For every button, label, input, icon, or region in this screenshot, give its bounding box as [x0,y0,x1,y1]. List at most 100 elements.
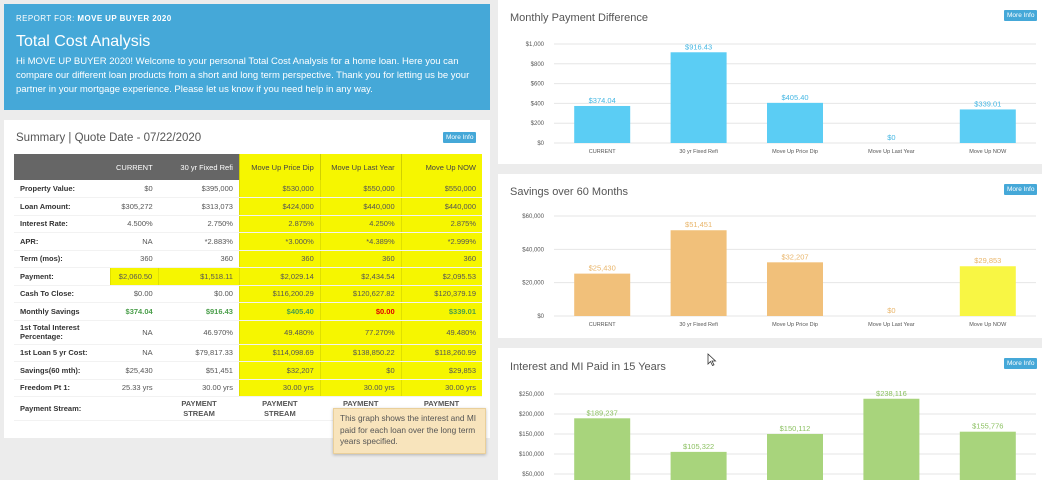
chart-more-info-button[interactable]: More Info [1004,10,1038,21]
summary-table: CURRENT 30 yr Fixed Refi Move Up Price D… [14,154,482,421]
table-cell: $374.04 [110,302,159,321]
y-tick-label: $600 [531,82,545,88]
table-cell: $916.43 [158,302,240,321]
table-cell: $339.01 [400,302,482,321]
x-tick-label: 30 yr Fixed Refi [679,149,718,155]
table-cell: 30.00 yrs [319,379,402,397]
report-for: REPORT FOR: MOVE UP BUYER 2020 [16,14,478,23]
bar [670,451,727,480]
bar [767,433,823,480]
table-cell: $0.00 [110,285,159,303]
blank-header [14,154,110,180]
data-label: $916.43 [685,42,712,51]
data-label: $339.01 [974,99,1001,108]
table-cell: 46.970% [158,320,240,345]
x-tick-label: Move Up NOW [969,322,1007,328]
bar [767,262,823,316]
table-cell: $440,000 [319,197,402,216]
row-label: Property Value: [14,180,110,198]
table-cell: $2,434.54 [319,267,402,286]
chart-more-info-button[interactable]: More Info [1004,184,1038,195]
x-tick-label: Move Up Price Dip [772,322,818,328]
table-row: APR: NA *2.883% *3.000% *4.389% *2.999% [14,232,482,251]
table-row: 1st Loan 5 yr Cost: NA $79,817.33 $114,098.… [14,344,482,362]
bar [767,102,823,143]
table-cell: $2,095.53 [400,267,482,286]
mouse-cursor-icon [707,353,717,367]
x-tick-label: Move Up NOW [969,149,1007,155]
data-label: $25,430 [589,264,616,273]
row-label: 1st Loan 5 yr Cost: [14,344,110,362]
table-cell: $1,518.11 [158,267,240,286]
y-tick-label: $800 [531,62,545,68]
table-cell: $114,098.69 [238,344,321,362]
table-cell: 2.875% [400,215,482,233]
data-label: $51,451 [685,220,712,229]
table-row: Cash To Close: $0.00 $0.00 $116,200.29 $120,… [14,285,482,303]
table-cell: $116,200.29 [238,285,321,303]
table-cell: 360 [319,250,402,268]
payment-stream-link[interactable]: PAYMENT STREAM [158,396,240,421]
data-label: $0 [887,133,895,142]
payment-stream-link[interactable]: PAYMENT STREAM [239,396,321,421]
y-tick-label: $20,000 [522,281,544,287]
table-cell: $51,451 [158,361,240,380]
col-header: Move Up Price Dip [238,154,321,180]
data-label: $155,776 [972,422,1003,431]
row-label: Freedom Pt 1: [14,379,110,397]
table-cell: $79,817.33 [158,344,240,362]
y-tick-label: $60,000 [522,214,544,220]
chart-card-interest: Interest and MI Paid in 15 Years More In… [498,348,1042,480]
table-cell: 360 [238,250,321,268]
bar [670,52,727,143]
row-label: APR: [14,232,110,251]
col-header: 30 yr Fixed Refi [158,154,240,180]
table-cell: 2.875% [238,215,321,233]
table-cell: $138,850.22 [319,344,402,362]
table-cell: 4.250% [319,215,402,233]
table-cell: $0 [319,361,402,380]
monthly-payment-chart: $0 $200 $400 $600 $800 $1,000 $374.04 CURRENT $9… [526,42,1036,155]
table-cell: 4.500% [110,215,159,233]
data-label: $238,116 [876,389,907,398]
data-label: $189,237 [587,408,618,417]
data-label: $405.40 [781,93,808,102]
table-cell: $530,000 [238,180,321,198]
bar [574,418,631,480]
table-cell: 49.480% [238,320,321,345]
table-cell: $395,000 [158,180,240,198]
chart-title: Interest and MI Paid in 15 Years [510,361,666,373]
table-row: Monthly Savings $374.04 $916.43 $405.40 $0.0… [14,302,482,321]
x-tick-label: Move Up Price Dip [772,149,818,155]
table-cell: *2.883% [158,232,240,251]
table-cell: $120,627.82 [319,285,402,303]
row-label: Cash To Close: [14,285,110,303]
table-cell: 25.33 yrs [110,379,159,397]
row-label: 1st Total Interest Percentage: [14,320,110,345]
summary-heading: Summary | Quote Date - 07/22/2020 [16,132,202,144]
row-label: Payment: [14,267,110,286]
bar [959,109,1016,143]
table-cell: $0.00 [158,285,240,303]
data-label: $29,853 [974,256,1001,265]
y-tick-label: $1,000 [526,42,545,48]
data-label: $0 [887,306,895,315]
bar [959,266,1016,316]
table-row: Property Value: $0 $395,000 $530,000 $550,00… [14,180,482,198]
report-banner: REPORT FOR: MOVE UP BUYER 2020 Total Cos… [4,4,490,110]
summary-more-info-button[interactable]: More Info [443,132,477,143]
y-tick-label: $150,000 [519,432,545,438]
table-cell: 360 [110,250,159,268]
table-cell: $550,000 [400,180,482,198]
table-row: Freedom Pt 1: 25.33 yrs 30.00 yrs 30.00 yrs… [14,379,482,397]
bar [959,431,1016,480]
table-cell: 77.270% [319,320,402,345]
table-cell: 2.750% [158,215,240,233]
table-cell: $2,029.14 [238,267,321,286]
table-row: 1st Total Interest Percentage: NA 46.970% 4… [14,320,482,345]
table-cell: *3.000% [238,232,321,251]
y-tick-label: $0 [537,314,544,320]
chart-more-info-button[interactable]: More Info [1004,358,1038,369]
data-label: $105,322 [683,442,714,451]
